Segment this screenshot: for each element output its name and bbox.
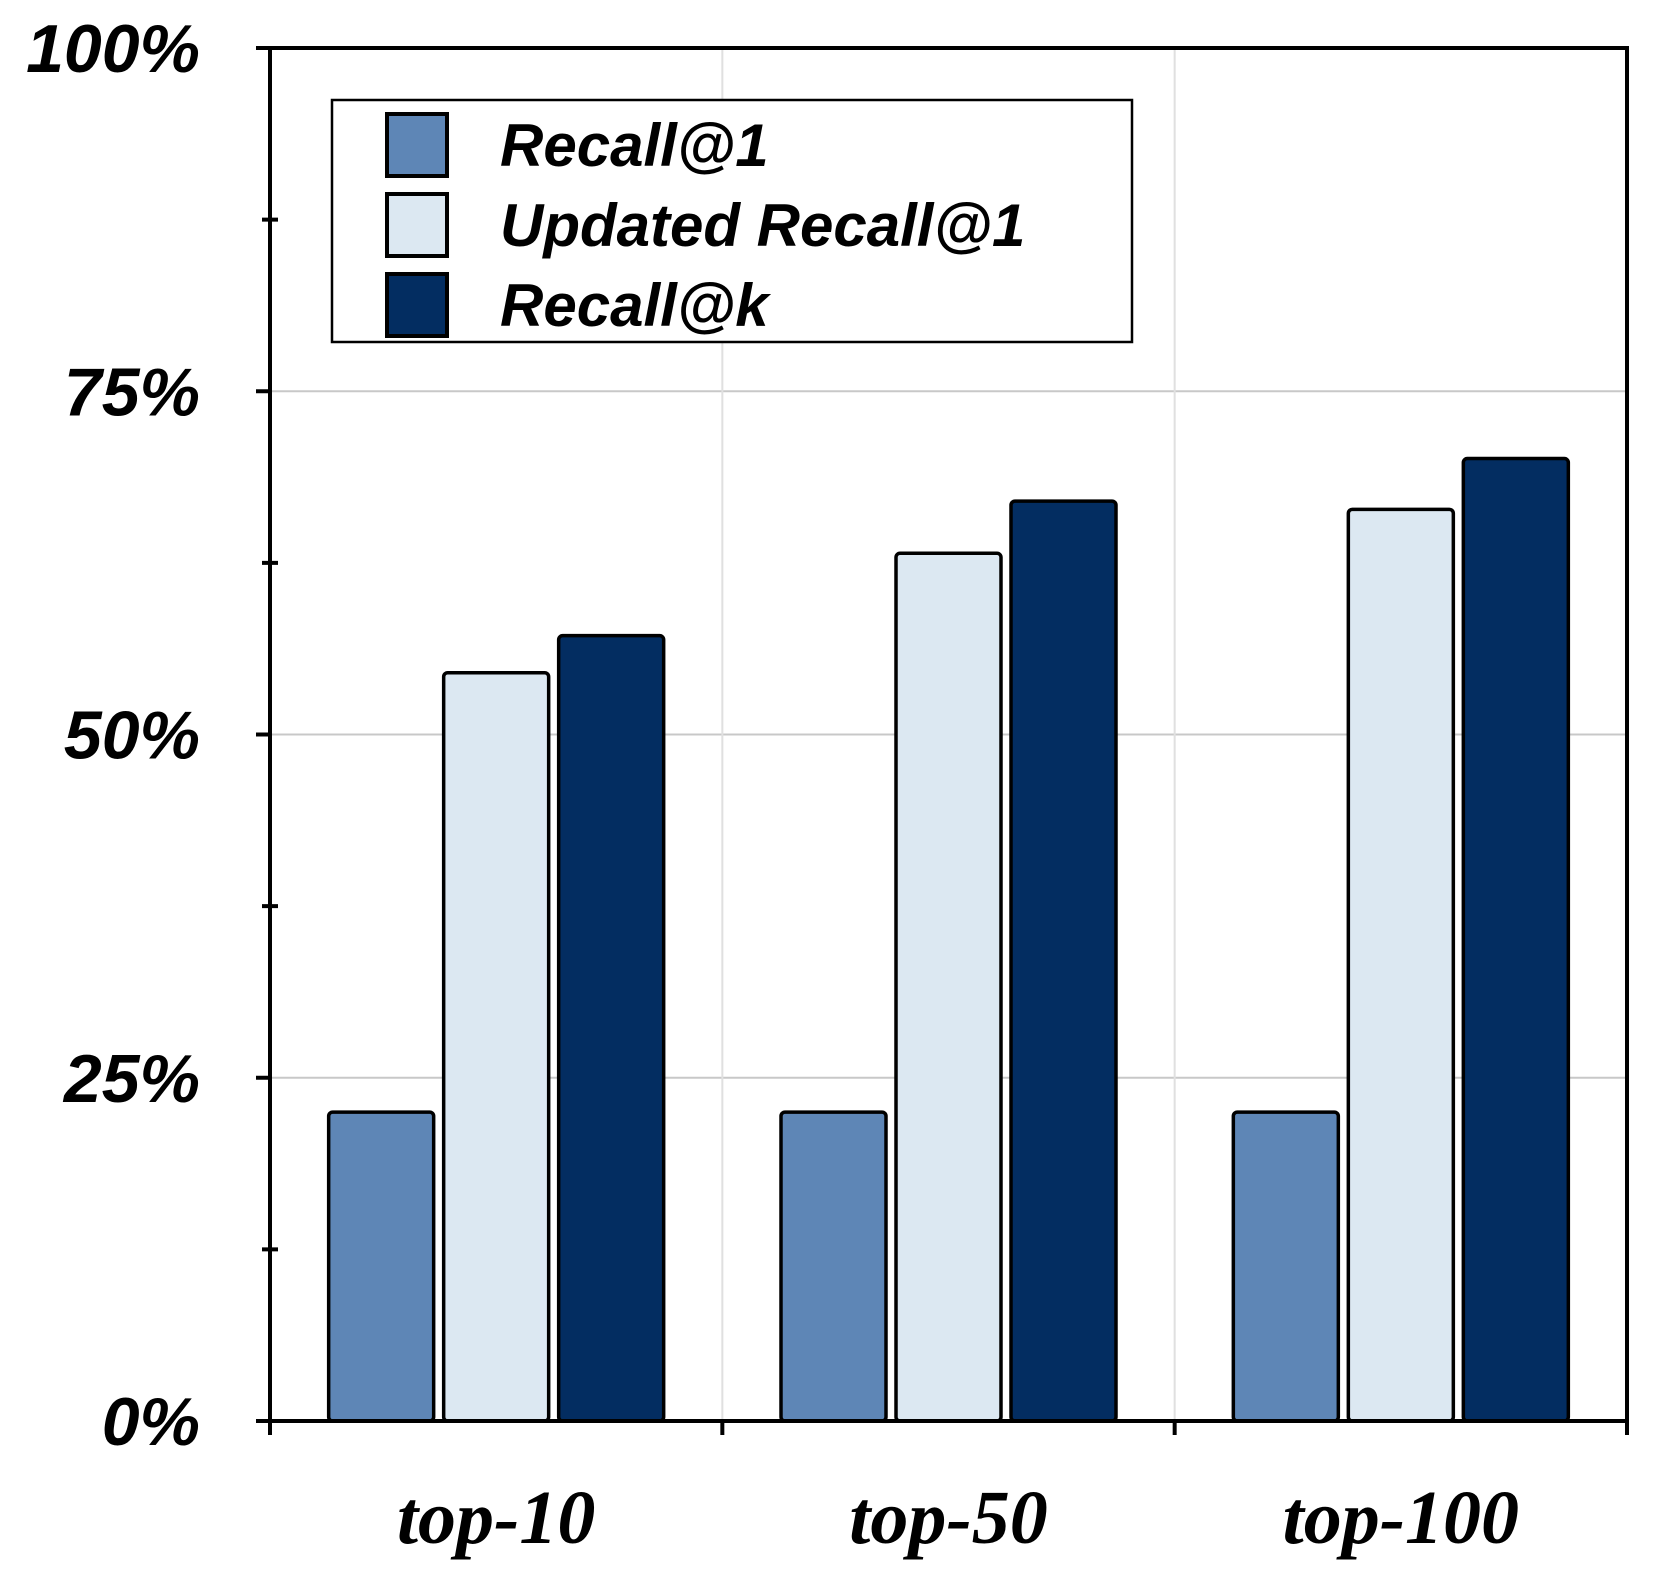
x-tick-label: top-100 [1283,1476,1519,1560]
bar-recall-1-top-10 [326,1110,436,1423]
bar-recall-1-top-100 [1231,1110,1341,1423]
legend-label: Recall@1 [500,112,769,179]
legend-label: Recall@k [500,272,771,339]
y-tick-label: 75% [64,354,200,430]
bar-updated-recall-1-top-100 [1346,507,1456,1423]
bar-updated-recall-1-top-50 [894,551,1003,1423]
y-tick-label: 0% [102,1384,200,1460]
y-tick-label: 100% [26,11,200,87]
y-tick-label: 25% [62,1041,200,1117]
legend-label: Updated Recall@1 [500,192,1025,259]
x-tick-label: top-50 [849,1476,1047,1560]
bar-recall-1-top-50 [779,1110,888,1423]
legend-swatch [385,112,449,178]
legend-swatch [385,192,449,258]
y-tick-label: 50% [64,698,200,774]
bar-recall-k-top-10 [556,633,666,1423]
bar-recall-k-top-50 [1009,499,1118,1423]
bar-recall-k-top-100 [1461,456,1571,1423]
legend-box [330,98,1134,344]
legend-swatch [385,272,449,338]
bar-updated-recall-1-top-10 [441,670,551,1423]
x-tick-label: top-10 [397,1476,595,1560]
